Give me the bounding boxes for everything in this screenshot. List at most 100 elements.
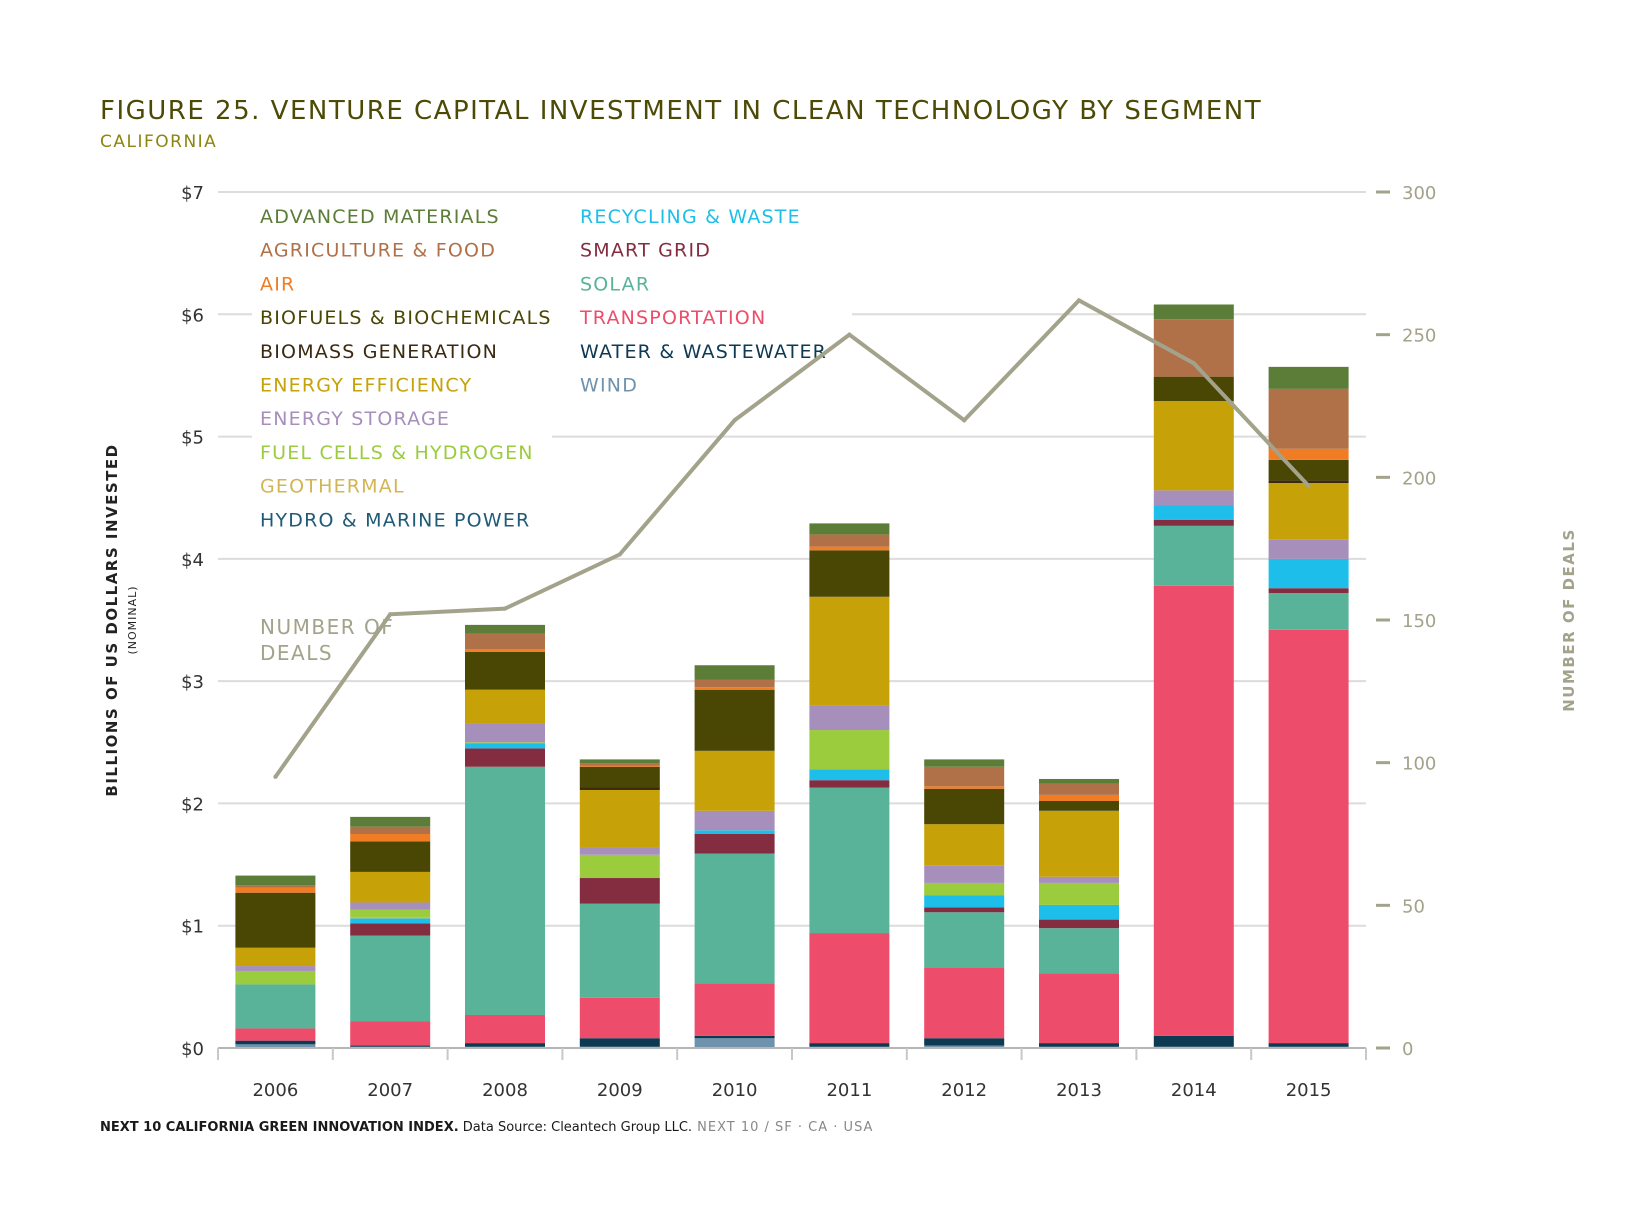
y-tick-label: $4 bbox=[181, 550, 204, 571]
bar-segment bbox=[809, 787, 890, 934]
bar-segment bbox=[1153, 519, 1234, 526]
deals-point bbox=[962, 418, 967, 423]
y2-tick-label: 300 bbox=[1402, 183, 1436, 204]
bar-segment bbox=[924, 1038, 1005, 1046]
bar-segment bbox=[1153, 1035, 1234, 1047]
bar-segment bbox=[235, 887, 316, 893]
deals-point bbox=[1191, 361, 1196, 366]
legend-item: ENERGY EFFICIENCY bbox=[260, 375, 472, 397]
legend-item: WATER & WASTEWATER bbox=[580, 341, 827, 363]
bar-segment bbox=[694, 830, 775, 834]
bar-segment bbox=[1268, 459, 1349, 481]
deals-point bbox=[847, 332, 852, 337]
bar-segment bbox=[235, 984, 316, 1029]
x-tick-label: 2015 bbox=[1286, 1080, 1332, 1101]
bar-segment bbox=[809, 534, 890, 547]
bar-segment bbox=[1268, 629, 1349, 1044]
bar-segment bbox=[1039, 919, 1119, 929]
bar-segment bbox=[465, 1043, 545, 1047]
bar-segment bbox=[924, 912, 1005, 968]
legend-background bbox=[552, 204, 852, 394]
bar-segment bbox=[350, 918, 431, 924]
bar-segment bbox=[924, 865, 1005, 883]
bar-segment bbox=[809, 1043, 890, 1047]
legend-item: GEOTHERMAL bbox=[260, 476, 405, 498]
x-tick-label: 2012 bbox=[941, 1080, 987, 1101]
bar-segment bbox=[694, 834, 775, 854]
footer-source: Data Source: Cleantech Group LLC. bbox=[458, 1120, 693, 1135]
bar-segment bbox=[1039, 973, 1119, 1044]
bar-segment bbox=[465, 689, 545, 724]
bar-segment bbox=[924, 766, 1005, 787]
y-tick-label: $7 bbox=[181, 183, 204, 204]
bar-segment bbox=[1268, 593, 1349, 630]
bar-segment bbox=[1268, 480, 1349, 484]
legend-item: AGRICULTURE & FOOD bbox=[260, 240, 496, 262]
footer: NEXT 10 CALIFORNIA GREEN INNOVATION INDE… bbox=[100, 1120, 873, 1135]
bar-stacks bbox=[235, 304, 1349, 1048]
bar-segment bbox=[924, 824, 1005, 866]
bar-segment bbox=[809, 780, 890, 788]
bar-segment bbox=[465, 633, 545, 650]
y-axis-subtitle: (NOMINAL) bbox=[126, 585, 139, 654]
bar-segment bbox=[579, 789, 660, 848]
bar-segment bbox=[579, 878, 660, 904]
bar-segment bbox=[1268, 448, 1349, 460]
y-tick-label: $3 bbox=[181, 672, 204, 693]
bar-segment bbox=[924, 967, 1005, 1039]
x-tick-label: 2010 bbox=[712, 1080, 758, 1101]
bar-segment bbox=[1039, 928, 1119, 974]
bar-segment bbox=[1268, 1043, 1349, 1047]
legend-item: BIOFUELS & BIOCHEMICALS bbox=[260, 307, 552, 329]
bar-segment bbox=[809, 596, 890, 706]
bar-segment bbox=[1153, 505, 1234, 520]
x-tick-label: 2006 bbox=[252, 1080, 298, 1101]
bar-segment bbox=[1153, 401, 1234, 491]
legend-item: TRANSPORTATION bbox=[579, 307, 766, 329]
bar-segment bbox=[1039, 904, 1119, 920]
bar-segment bbox=[579, 847, 660, 855]
bar-segment bbox=[1039, 810, 1119, 877]
deals-point bbox=[1077, 298, 1081, 303]
legend-background bbox=[252, 204, 552, 552]
bar-segment bbox=[694, 983, 775, 1036]
bar-segment bbox=[235, 1040, 316, 1045]
bar-segment bbox=[235, 1044, 316, 1048]
bar-segment bbox=[809, 523, 890, 535]
bar-segment bbox=[694, 853, 775, 984]
bar-segment bbox=[1039, 882, 1119, 905]
chart-subtitle: CALIFORNIA bbox=[100, 132, 218, 152]
bar-segment bbox=[465, 1014, 545, 1044]
bar-segment bbox=[809, 730, 890, 770]
bar-segment bbox=[350, 909, 431, 918]
x-tick-label: 2011 bbox=[826, 1080, 872, 1101]
bar-segment bbox=[579, 763, 660, 766]
y2-tick-label: 250 bbox=[1402, 326, 1436, 347]
y-tick-label: $1 bbox=[181, 917, 204, 938]
y-tick-label: $0 bbox=[181, 1039, 204, 1060]
bar-segment bbox=[465, 651, 545, 690]
legend-item: AIR bbox=[260, 273, 295, 295]
bar-segment bbox=[350, 923, 431, 936]
bar-segment bbox=[465, 743, 545, 749]
bar-segment bbox=[1153, 376, 1234, 402]
bar-segment bbox=[694, 689, 775, 751]
bar-segment bbox=[924, 882, 1005, 896]
bar-segment bbox=[809, 546, 890, 551]
deals-point bbox=[617, 552, 622, 557]
legend: ADVANCED MATERIALS AGRICULTURE & FOOD AIR B… bbox=[252, 204, 852, 552]
bar-segment bbox=[924, 759, 1005, 767]
bar-segment bbox=[1153, 525, 1234, 586]
deals-point bbox=[273, 774, 278, 779]
bar-segment bbox=[924, 788, 1005, 825]
deals-line-path bbox=[273, 297, 1311, 779]
bar-segment bbox=[350, 871, 431, 903]
legend-item: WIND bbox=[580, 375, 638, 397]
y-tick-label: $2 bbox=[181, 794, 204, 815]
bar-segment bbox=[694, 687, 775, 690]
bar-segment bbox=[235, 885, 316, 888]
bar-segment bbox=[694, 810, 775, 831]
deals-label-line1: NUMBER OF bbox=[260, 615, 394, 639]
bar-segment bbox=[694, 679, 775, 688]
